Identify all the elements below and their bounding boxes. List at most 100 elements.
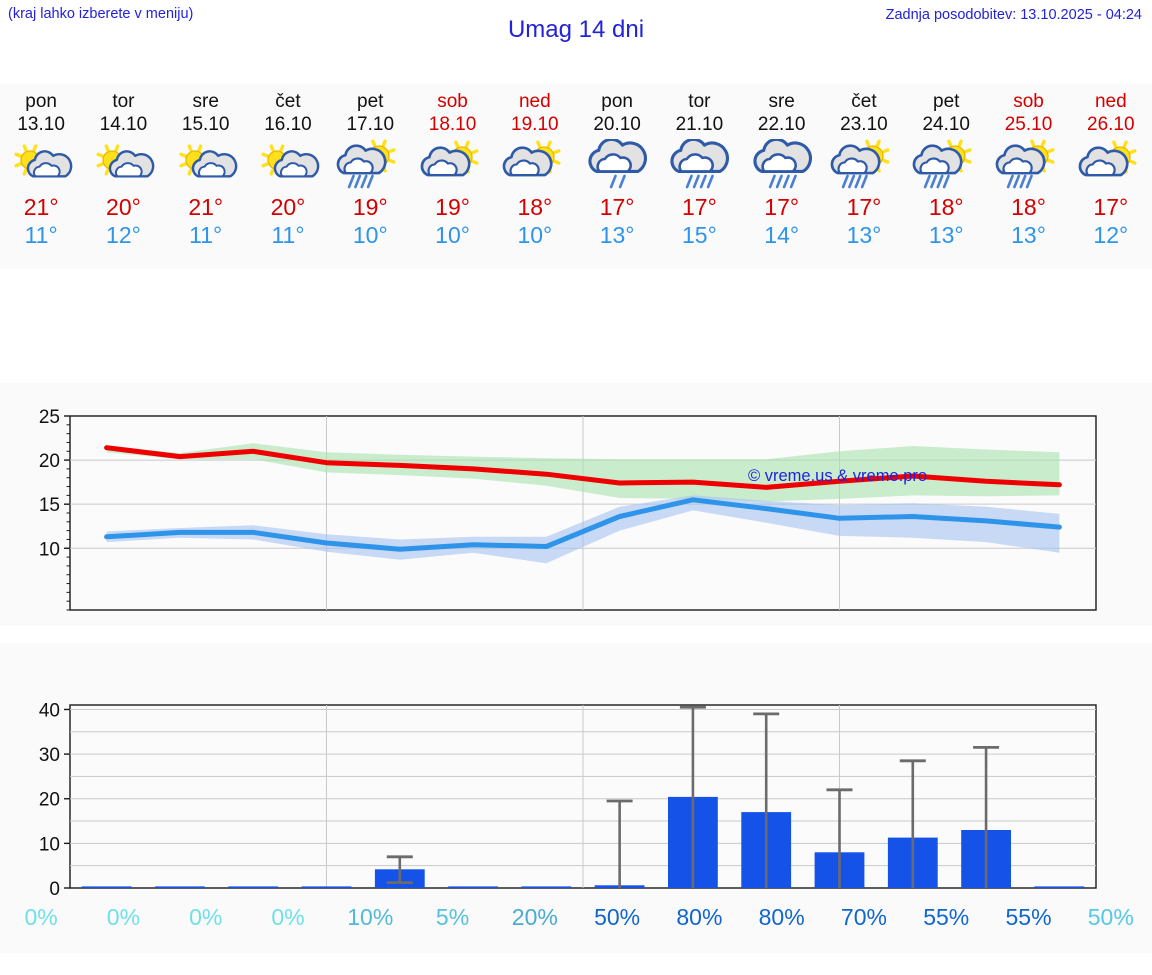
- cloud-light-rain-icon: [580, 139, 654, 191]
- day-date: 25.10: [1004, 114, 1053, 135]
- precipitation-probability-row: 0% 0% 0% 0% 10% 5% 20% 50% 80% 80% 70% 55% 55% 50%: [0, 900, 1152, 940]
- day-date: 22.10: [757, 114, 806, 135]
- day-date: 20.10: [593, 114, 641, 135]
- max-temperature: 18°: [928, 194, 964, 220]
- day-name: tor: [688, 91, 711, 112]
- precip-probability-3: 0%: [271, 904, 305, 930]
- precip-probability-1: 0%: [106, 904, 141, 930]
- sun-cloud-rain-icon: [333, 139, 407, 191]
- min-temperature: 11°: [189, 222, 223, 248]
- sun-behind-cloud-icon: [416, 139, 490, 191]
- day-date: 26.10: [1087, 114, 1135, 135]
- temperature-plot: 10 15 20 25: [0, 383, 1152, 626]
- day-name: ned: [1094, 91, 1127, 112]
- day-column-12[interactable]: sob 25.10 18° 13°: [987, 84, 1069, 269]
- day-column-4[interactable]: pet 17.10 19° 10°: [329, 84, 411, 269]
- day-date: 21.10: [675, 114, 724, 135]
- sun-cloud-rain-icon: [909, 139, 983, 191]
- page-title: Umag 14 dni: [507, 16, 645, 43]
- day-column-10[interactable]: čet 23.10 17° 13°: [823, 84, 905, 269]
- svg-text:0: 0: [49, 879, 60, 900]
- sun-cloud-rain-icon: [827, 139, 901, 191]
- day-name: sre: [768, 91, 795, 112]
- day-date: 17.10: [346, 114, 395, 135]
- day-date: 13.10: [17, 114, 65, 135]
- day-name: sob: [1013, 91, 1044, 112]
- sun-small-cloud-icon: [251, 139, 325, 191]
- min-temperature: 13°: [1011, 222, 1046, 248]
- sun-behind-cloud-icon: [498, 139, 572, 191]
- precip-probability-8: 80%: [676, 904, 723, 930]
- day-column-6[interactable]: ned 19.10 18° 10°: [494, 84, 576, 269]
- precip-probability-10: 70%: [840, 904, 887, 930]
- day-name: ned: [518, 91, 551, 112]
- day-name: pet: [357, 91, 384, 112]
- precip-probability-4: 10%: [347, 904, 394, 930]
- day-column-3[interactable]: čet 16.10 20° 11°: [247, 84, 329, 269]
- max-temperature: 17°: [682, 194, 717, 220]
- day-column-7[interactable]: pon 20.10 17° 13°: [576, 84, 658, 269]
- precip-probability-11: 55%: [923, 904, 970, 930]
- max-temperature: 21°: [23, 194, 59, 220]
- precip-probability-9: 80%: [758, 904, 805, 930]
- last-update-label: Zadnja posodobitev: 13.10.2025 - 04:24: [885, 7, 1142, 23]
- precip-probability-2: 0%: [189, 904, 223, 930]
- min-temperature: 13°: [846, 222, 882, 248]
- svg-text:40: 40: [39, 700, 60, 721]
- day-date: 15.10: [181, 114, 230, 135]
- min-temperature: 14°: [764, 222, 800, 248]
- max-temperature: 20°: [270, 194, 306, 220]
- min-temperature: 10°: [435, 222, 470, 248]
- max-temperature: 17°: [846, 194, 882, 220]
- copyright-credit: © vreme.us & vreme.pro: [748, 467, 928, 485]
- sun-small-cloud-icon: [4, 139, 78, 191]
- max-temperature: 17°: [1093, 194, 1129, 220]
- precipitation-chart: Količina padavin (mm) / Možnost padavin …: [0, 643, 1152, 953]
- day-column-13[interactable]: ned 26.10 17° 12°: [1070, 84, 1152, 269]
- min-temperature: 15°: [682, 222, 717, 248]
- svg-text:25: 25: [39, 407, 60, 428]
- day-name: sob: [437, 91, 468, 112]
- min-temperature: 12°: [106, 222, 141, 248]
- max-temperature: 20°: [106, 194, 141, 220]
- daily-forecast-strip: pon 13.10 21° 11° tor 14.10 20° 12° sre 15.10 2…: [0, 84, 1152, 269]
- day-date: 19.10: [511, 114, 559, 135]
- min-temperature: 10°: [352, 222, 388, 248]
- min-temperature: 13°: [599, 222, 635, 248]
- svg-text:20: 20: [39, 790, 60, 811]
- cloud-rain-icon: [662, 139, 736, 191]
- cloud-rain-icon: [745, 139, 819, 191]
- sun-small-cloud-icon: [86, 139, 160, 191]
- precip-probability-13: 50%: [1087, 904, 1134, 930]
- precip-probability-6: 20%: [511, 904, 558, 930]
- svg-text:15: 15: [39, 495, 60, 516]
- menu-hint: (kraj lahko izberete v meniju): [8, 6, 194, 22]
- precip-probability-5: 5%: [435, 904, 470, 930]
- max-temperature: 18°: [1011, 194, 1046, 220]
- precipitation-plot: 0 10 20 30 40: [0, 643, 1152, 953]
- day-column-5[interactable]: sob 18.10 19° 10°: [411, 84, 493, 269]
- max-temperature: 19°: [352, 194, 388, 220]
- page-header: (kraj lahko izberete v meniju) Umag 14 d…: [0, 0, 1152, 62]
- day-date: 23.10: [840, 114, 888, 135]
- precip-probability-0: 0%: [24, 904, 58, 930]
- day-column-1[interactable]: tor 14.10 20° 12°: [82, 84, 164, 269]
- min-temperature: 11°: [24, 222, 58, 248]
- day-column-0[interactable]: pon 13.10 21° 11°: [0, 84, 82, 269]
- day-column-2[interactable]: sre 15.10 21° 11°: [165, 84, 247, 269]
- day-name: tor: [112, 91, 135, 112]
- min-temperature: 11°: [271, 222, 305, 248]
- svg-text:10: 10: [39, 834, 60, 855]
- day-column-9[interactable]: sre 22.10 17° 14°: [741, 84, 823, 269]
- day-column-8[interactable]: tor 21.10 17° 15°: [658, 84, 740, 269]
- min-temperature: 12°: [1093, 222, 1129, 248]
- sun-behind-cloud-icon: [1074, 139, 1148, 191]
- day-column-11[interactable]: pet 24.10 18° 13°: [905, 84, 987, 269]
- max-temperature: 18°: [517, 194, 553, 220]
- max-temperature: 19°: [435, 194, 470, 220]
- svg-text:10: 10: [39, 539, 60, 560]
- sun-cloud-rain-icon: [992, 139, 1066, 191]
- day-date: 14.10: [99, 114, 148, 135]
